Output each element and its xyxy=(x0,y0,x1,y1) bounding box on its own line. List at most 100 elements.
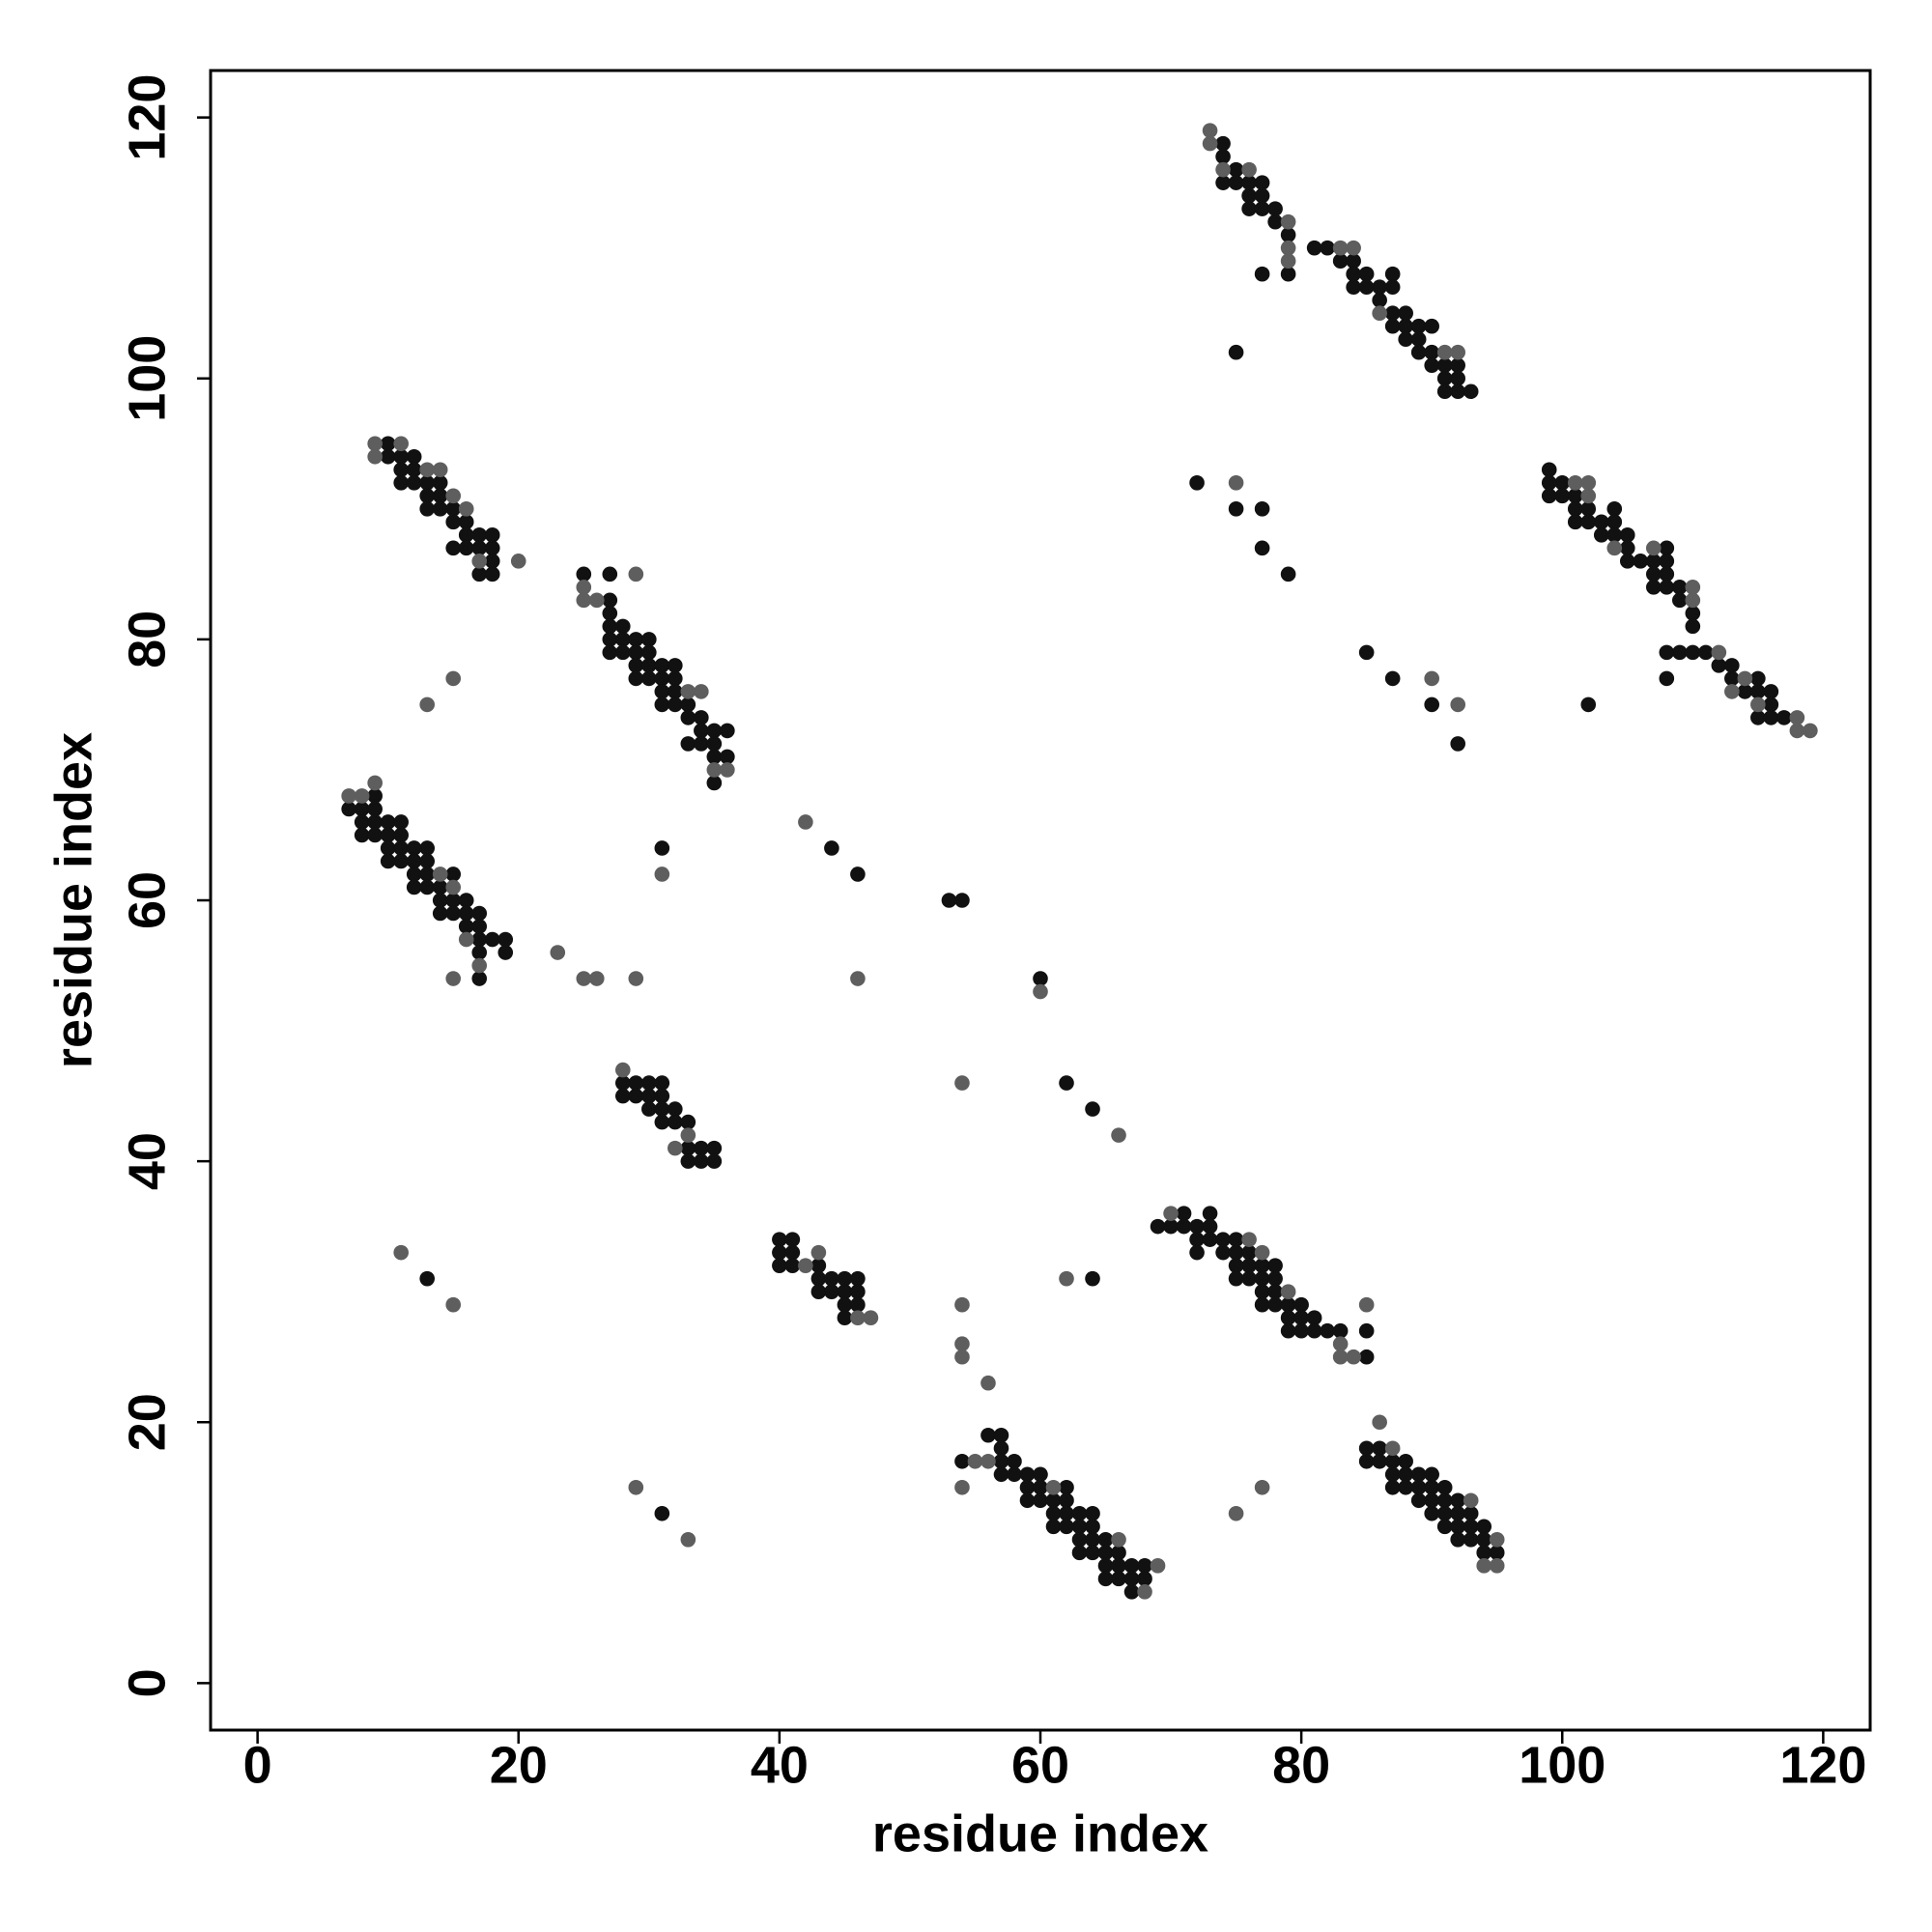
point xyxy=(1450,370,1466,386)
point xyxy=(784,1244,801,1261)
point xyxy=(706,723,723,739)
point xyxy=(614,1088,631,1104)
point xyxy=(1097,1545,1114,1561)
point xyxy=(1215,135,1231,152)
point xyxy=(680,696,696,713)
point xyxy=(1398,318,1413,334)
point xyxy=(393,474,409,491)
point xyxy=(1410,318,1427,334)
point xyxy=(668,1140,683,1156)
point xyxy=(497,931,514,948)
point xyxy=(1033,983,1048,1000)
point xyxy=(484,540,500,556)
point xyxy=(1724,684,1740,699)
point xyxy=(458,905,474,922)
x-tick-label: 0 xyxy=(243,1736,272,1794)
point xyxy=(954,893,970,908)
point xyxy=(1737,670,1753,687)
point xyxy=(1358,279,1375,296)
point xyxy=(445,670,462,687)
point xyxy=(550,945,566,960)
point xyxy=(784,1232,801,1247)
point xyxy=(1619,554,1635,569)
point xyxy=(1267,201,1283,216)
point xyxy=(654,867,670,882)
point xyxy=(588,592,605,609)
point xyxy=(1019,1466,1036,1483)
point xyxy=(1228,1258,1244,1273)
point xyxy=(1410,1466,1427,1483)
point xyxy=(471,566,488,582)
point xyxy=(1123,1571,1140,1587)
point xyxy=(484,566,500,582)
point xyxy=(1384,1466,1401,1483)
point xyxy=(1424,696,1439,713)
point xyxy=(602,618,618,635)
point xyxy=(471,919,488,934)
point xyxy=(367,448,383,465)
point xyxy=(1567,501,1583,517)
point xyxy=(471,945,488,960)
point xyxy=(1424,357,1439,374)
point xyxy=(1424,1505,1439,1521)
point xyxy=(1189,1218,1205,1235)
point xyxy=(1059,1505,1074,1521)
point xyxy=(654,684,670,699)
point xyxy=(1215,1232,1231,1247)
point xyxy=(393,1244,409,1261)
point xyxy=(1097,1558,1114,1574)
point xyxy=(1398,1479,1413,1495)
point xyxy=(445,971,462,986)
point xyxy=(1436,344,1453,360)
point xyxy=(1672,644,1688,661)
point xyxy=(1280,213,1296,230)
point xyxy=(1085,1519,1100,1535)
point xyxy=(1711,658,1727,673)
point xyxy=(1059,1519,1074,1535)
point xyxy=(850,971,866,986)
point xyxy=(694,1140,709,1156)
point xyxy=(1293,1322,1309,1339)
point xyxy=(680,1153,696,1169)
point xyxy=(484,554,500,569)
point xyxy=(1685,580,1701,595)
point xyxy=(694,736,709,752)
point xyxy=(458,893,474,908)
point xyxy=(1254,501,1270,517)
point xyxy=(471,905,488,922)
point xyxy=(641,658,657,673)
point xyxy=(1580,501,1597,517)
point xyxy=(1267,1296,1283,1313)
x-tick-label: 80 xyxy=(1272,1736,1330,1794)
point xyxy=(694,710,709,725)
point xyxy=(668,1114,683,1130)
point xyxy=(445,879,462,895)
point xyxy=(393,448,409,465)
point xyxy=(1567,474,1583,491)
point xyxy=(1293,1296,1309,1313)
point xyxy=(1476,1558,1492,1574)
point xyxy=(1463,1532,1479,1548)
point xyxy=(419,696,436,713)
point xyxy=(1306,240,1322,256)
point xyxy=(654,1114,670,1130)
point xyxy=(641,632,657,647)
point xyxy=(1320,240,1335,256)
point xyxy=(1398,1453,1413,1469)
point xyxy=(706,1140,723,1156)
point xyxy=(471,971,488,986)
point xyxy=(1071,1505,1088,1521)
point xyxy=(1085,1270,1100,1287)
point xyxy=(1698,644,1714,661)
point xyxy=(367,801,383,817)
point xyxy=(1463,1505,1479,1521)
x-tick-label: 40 xyxy=(751,1736,809,1794)
point xyxy=(1215,161,1231,178)
point xyxy=(1071,1519,1088,1535)
point xyxy=(654,670,670,687)
point xyxy=(1554,474,1571,491)
point xyxy=(1111,1571,1126,1587)
point xyxy=(1372,1414,1387,1431)
point xyxy=(1280,1296,1296,1313)
point xyxy=(1254,1296,1270,1313)
